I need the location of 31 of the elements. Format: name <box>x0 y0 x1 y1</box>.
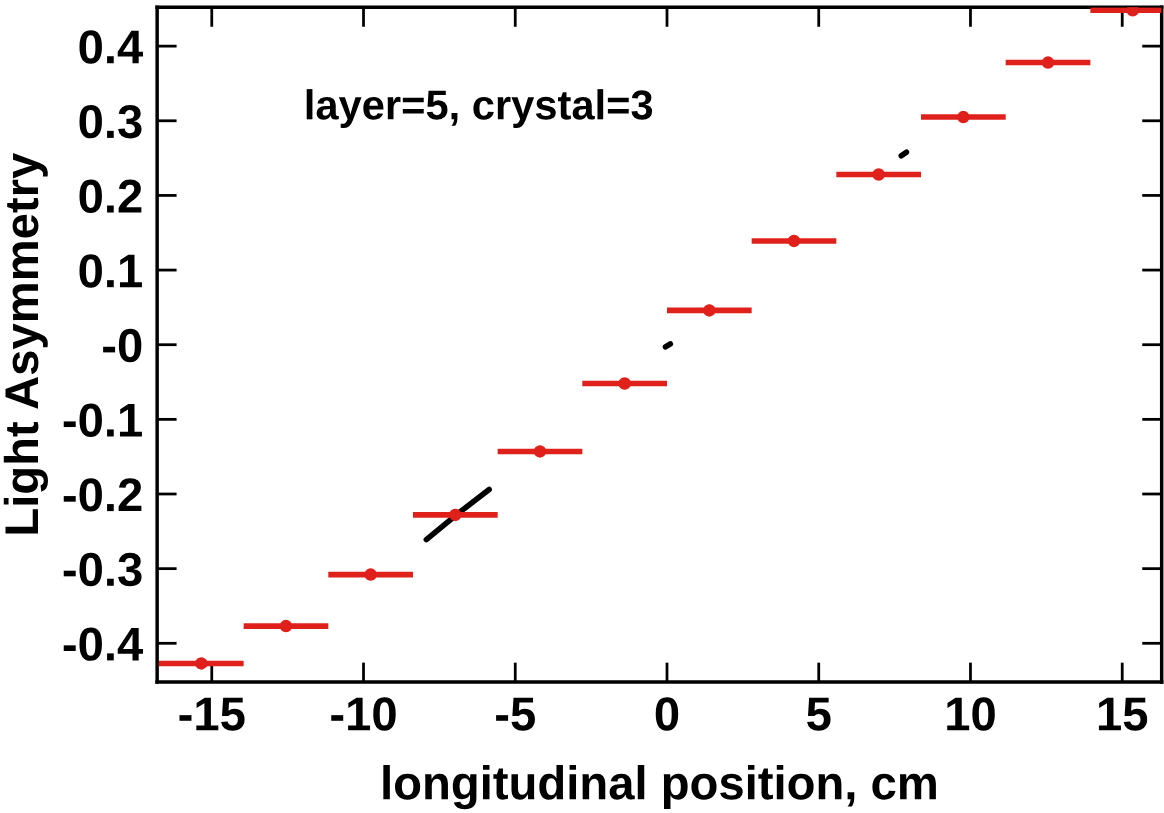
point <box>1041 56 1055 69</box>
point <box>279 619 293 633</box>
annotation: layer=5, crystal=3 <box>306 89 653 128</box>
y-tick-label: 0.3 <box>79 104 142 139</box>
x-tick-label: 10 <box>947 697 995 731</box>
point <box>872 168 885 181</box>
y-tick-label: -0.1 <box>63 403 142 437</box>
x-tick-label: -15 <box>179 697 245 731</box>
y-tick-label: -0 <box>103 328 142 363</box>
x-tick-label: -5 <box>496 697 535 731</box>
point <box>449 508 462 522</box>
y-tick-label: -0.3 <box>63 552 142 587</box>
point <box>618 377 631 390</box>
point <box>533 445 547 458</box>
x-axis-title: longitudinal position, cm <box>383 765 936 810</box>
y-tick-label: 0.1 <box>79 254 142 288</box>
point <box>364 568 377 581</box>
y-axis-title: Light Asymmetry <box>3 152 48 534</box>
point <box>957 110 970 124</box>
y-tick-label: -0.4 <box>63 627 144 661</box>
y-tick-label: 0.4 <box>79 30 143 64</box>
x-tick-label: 0 <box>655 697 679 731</box>
point <box>787 234 801 248</box>
point <box>703 304 716 317</box>
y-tick-label: 0.2 <box>79 179 142 213</box>
x-tick-label: 5 <box>807 697 831 731</box>
y-tick-label: -0.2 <box>63 478 142 512</box>
point <box>1126 7 1139 17</box>
point <box>195 657 208 670</box>
x-tick-label: 15 <box>1098 697 1148 731</box>
x-tick-label: -10 <box>331 697 396 731</box>
